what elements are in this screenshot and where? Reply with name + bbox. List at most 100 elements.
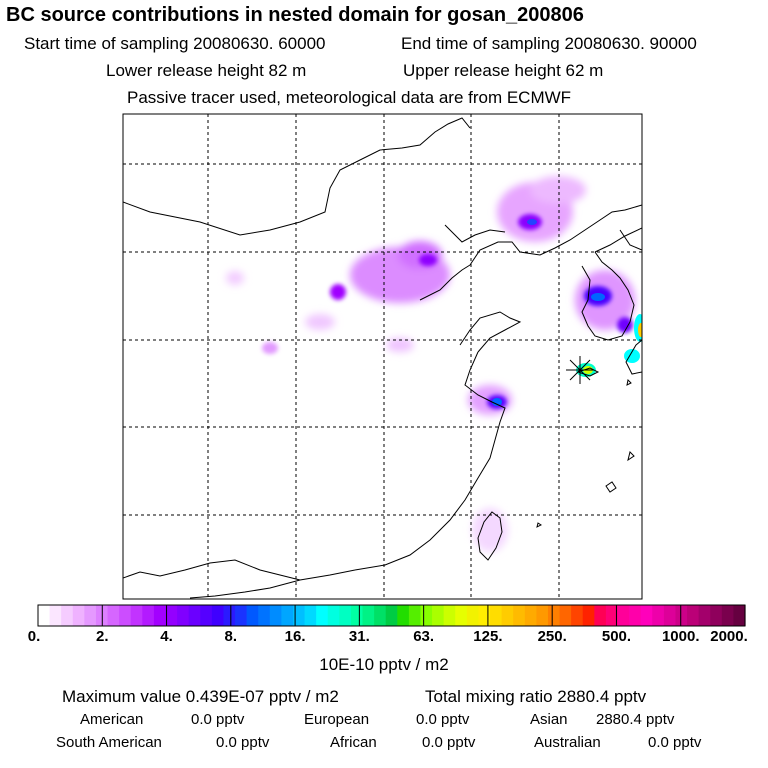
south-american-value: 0.0 pptv xyxy=(216,734,270,751)
plume-west xyxy=(305,314,335,330)
colorbar-segment xyxy=(397,605,410,626)
tracer-note: Passive tracer used, meteorological data… xyxy=(127,88,572,107)
european-value: 0.0 pptv xyxy=(416,711,470,728)
colorbar-tick-label: 2. xyxy=(96,628,109,645)
colorbar-segment xyxy=(304,605,317,626)
colorbar-segment xyxy=(385,605,398,626)
colorbar-segment xyxy=(501,605,514,626)
colorbar-segment xyxy=(61,605,74,626)
colorbar-segment xyxy=(211,605,225,626)
colorbar-tick-label: 31. xyxy=(348,628,370,645)
plume-core-7 xyxy=(617,317,633,333)
jeju xyxy=(576,367,600,377)
colorbar-tick-label: 8. xyxy=(224,628,238,645)
south-coast xyxy=(189,569,356,599)
upper-release-label: Upper release height 62 m xyxy=(403,61,604,80)
bohai-coast xyxy=(419,264,471,301)
kyushu xyxy=(625,339,642,375)
colorbar-segment xyxy=(281,605,294,626)
colorbar-units: 10E-10 pptv / m2 xyxy=(319,655,449,674)
colorbar-segment xyxy=(200,605,213,626)
colorbar-tick-label: 250. xyxy=(537,628,567,645)
asian-value: 2880.4 pptv xyxy=(596,711,675,728)
colorbar-segment xyxy=(455,605,468,626)
plume-shandong xyxy=(386,338,414,352)
colorbar-segment xyxy=(605,605,619,626)
colorbar-segment xyxy=(107,605,120,626)
australian-value: 0.0 pptv xyxy=(648,734,702,751)
colorbar-segment xyxy=(640,605,653,626)
colorbar-segment xyxy=(559,605,572,626)
african-label: African xyxy=(330,734,377,751)
colorbar-tick-label: 2000. xyxy=(710,628,748,645)
colorbar-segment xyxy=(617,605,630,626)
colorbar-segment xyxy=(490,605,503,626)
lower-release-label: Lower release height 82 m xyxy=(106,61,307,80)
colorbar-segment xyxy=(675,605,688,626)
colorbar-segment xyxy=(698,605,711,626)
korea-west-coast xyxy=(581,251,635,341)
colorbar-segment xyxy=(524,605,537,626)
colorbar-segment xyxy=(432,605,445,626)
northeast-coast xyxy=(469,204,642,266)
colorbar-segment xyxy=(177,605,190,626)
colorbar-segment xyxy=(663,605,677,626)
australian-label: Australian xyxy=(534,734,601,751)
colorbar-segment xyxy=(629,605,642,626)
map-frame xyxy=(122,113,643,600)
colorbar-segment xyxy=(362,605,375,626)
southwest-border xyxy=(123,559,301,581)
colorbar-segment xyxy=(443,605,456,626)
ryukyu xyxy=(605,481,617,493)
colorbar-segment xyxy=(130,605,143,626)
colorbar-segment xyxy=(165,605,178,626)
colorbar-segment xyxy=(38,605,51,626)
plume-far-west xyxy=(226,271,244,285)
colorbar-segment xyxy=(258,605,271,626)
plume-core-4 xyxy=(262,342,278,354)
colorbar-segment xyxy=(513,605,526,626)
inner-border xyxy=(444,224,506,243)
colorbar-segment xyxy=(408,605,422,626)
plume-peak-2 xyxy=(492,398,502,406)
colorbar-segment xyxy=(49,605,62,626)
colorbar xyxy=(37,604,746,627)
shandong-coast xyxy=(459,311,522,353)
northern-sea xyxy=(619,229,642,251)
colorbar-tick-label: 500. xyxy=(601,628,632,645)
african-value: 0.0 pptv xyxy=(422,734,476,751)
colorbar-segment xyxy=(721,605,735,626)
colorbar-tick-label: 4. xyxy=(160,628,173,645)
european-label: European xyxy=(304,711,370,728)
plume-northeast-top xyxy=(530,176,586,204)
plume-peak-1 xyxy=(591,293,605,301)
american-value: 0.0 pptv xyxy=(191,711,245,728)
colorbar-segment xyxy=(339,605,352,626)
colorbar-segment xyxy=(327,605,340,626)
taiwan xyxy=(477,511,503,561)
colorbar-segment xyxy=(119,605,132,626)
colorbar-segment xyxy=(478,605,491,626)
colorbar-segment xyxy=(292,605,306,626)
total-mixing-ratio: Total mixing ratio 2880.4 pptv xyxy=(425,687,647,706)
colorbar-segment xyxy=(246,605,259,626)
chart-title: BC source contributions in nested domain… xyxy=(6,4,584,26)
colorbar-segment xyxy=(142,605,155,626)
colorbar-tick-label: 16. xyxy=(284,628,306,645)
max-value: Maximum value 0.439E-07 pptv / m2 xyxy=(62,687,339,706)
korea-north-border xyxy=(594,227,642,253)
colorbar-frame xyxy=(37,604,746,627)
colorbar-tick-label: 125. xyxy=(473,628,503,645)
colorbar-segment xyxy=(652,605,665,626)
colorbar-segment xyxy=(594,605,607,626)
colorbar-tick-label: 0. xyxy=(27,628,41,645)
colorbar-tick-label: 63. xyxy=(413,628,435,645)
colorbar-segment xyxy=(188,605,201,626)
asian-label: Asian xyxy=(530,711,568,728)
colorbar-tick-label: 1000. xyxy=(661,628,700,645)
plume-peak-3 xyxy=(527,219,537,225)
colorbar-segment xyxy=(547,605,561,626)
plume-edge-core xyxy=(638,323,642,337)
mongolia-border xyxy=(123,117,471,236)
